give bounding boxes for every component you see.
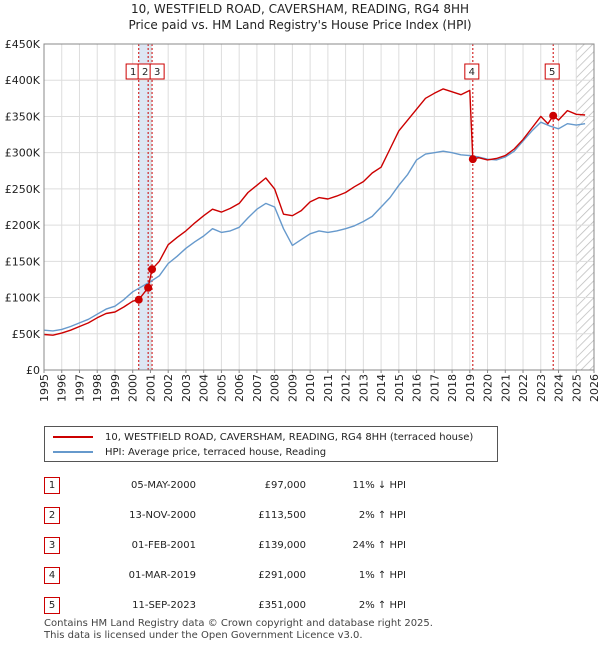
transaction-date: 11-SEP-2023 (132, 599, 196, 611)
legend-item-property: 10, WESTFIELD ROAD, CAVERSHAM, READING, … (53, 430, 473, 444)
x-tick-label: 1995 (38, 374, 51, 402)
x-tick-label: 2026 (588, 374, 600, 402)
footer-copyright: Contains HM Land Registry data © Crown c… (44, 618, 433, 629)
transaction-point (144, 283, 153, 292)
x-tick-label: 2014 (375, 374, 388, 402)
y-tick-label: £300K (5, 147, 41, 160)
transaction-label: 4 (469, 67, 475, 78)
x-tick-label: 2006 (233, 374, 246, 402)
x-tick-label: 2016 (411, 374, 424, 402)
x-tick-label: 2017 (428, 374, 441, 402)
x-tick-label: 2012 (340, 374, 353, 402)
transaction-hpi-diff: 2% ↑ HPI (358, 599, 406, 611)
x-tick-label: 2018 (446, 374, 459, 402)
table-row: 5 11-SEP-2023 £351,000 2% ↑ HPI (44, 590, 406, 620)
plot-frame (43, 43, 595, 371)
footer: Contains HM Land Registry data © Crown c… (44, 618, 433, 642)
legend-item-hpi: HPI: Average price, terraced house, Read… (53, 445, 326, 459)
transaction-point (134, 295, 143, 304)
transaction-date: 01-FEB-2001 (131, 539, 196, 551)
plot-background (44, 44, 594, 370)
transaction-number: 3 (44, 536, 60, 554)
y-tick-label: £0 (26, 364, 40, 377)
chart-subtitle: Price paid vs. HM Land Registry's House … (128, 18, 472, 32)
transaction-price: £97,000 (264, 479, 306, 491)
table-row: 2 13-NOV-2000 £113,500 2% ↑ HPI (44, 500, 406, 530)
x-tick-label: 2005 (215, 374, 228, 402)
x-tick-label: 2003 (180, 374, 193, 402)
transaction-hpi-diff: 2% ↑ HPI (358, 509, 406, 521)
transaction-label-box (149, 63, 165, 80)
y-tick-label: £450K (5, 38, 41, 51)
x-tick-label: 2002 (162, 374, 175, 402)
y-tick-label: £150K (5, 255, 41, 268)
transaction-number: 1 (44, 476, 60, 494)
legend-label-hpi: HPI: Average price, terraced house, Read… (105, 446, 327, 458)
x-tick-label: 1996 (56, 374, 69, 402)
transaction-label-box (464, 63, 480, 80)
x-tick-label: 1997 (73, 374, 86, 402)
x-tick-label: 1999 (109, 374, 122, 402)
transaction-point (148, 265, 157, 274)
transaction-point (468, 155, 477, 164)
y-tick-label: £50K (12, 328, 41, 341)
forecast-hatched-region (576, 44, 594, 370)
x-tick-label: 2025 (570, 374, 583, 402)
x-tick-label: 2021 (499, 374, 512, 402)
x-tick-label: 2015 (393, 374, 406, 402)
y-tick-label: £350K (5, 110, 41, 123)
table-row: 3 01-FEB-2001 £139,000 24% ↑ HPI (44, 530, 406, 560)
transaction-hpi-diff: 11% ↓ HPI (352, 479, 406, 491)
x-tick-label: 2008 (269, 374, 282, 402)
transaction-hpi-diff: 24% ↑ HPI (352, 539, 406, 551)
transaction-date: 05-MAY-2000 (130, 479, 196, 491)
y-tick-label: £200K (5, 219, 41, 232)
x-tick-label: 1998 (91, 374, 104, 402)
x-tick-label: 2007 (251, 374, 264, 402)
transaction-date: 13-NOV-2000 (129, 509, 196, 521)
legend: 10, WESTFIELD ROAD, CAVERSHAM, READING, … (44, 426, 498, 462)
transaction-label: 1 (130, 67, 136, 78)
transaction-label: 2 (142, 67, 148, 78)
transaction-point (549, 111, 558, 120)
hpi-line (43, 121, 586, 332)
x-tick-label: 2010 (304, 374, 317, 402)
transaction-number: 2 (44, 506, 60, 524)
transaction-date: 01-MAR-2019 (128, 569, 196, 581)
x-tick-label: 2019 (464, 374, 477, 402)
legend-label-property: 10, WESTFIELD ROAD, CAVERSHAM, READING, … (105, 431, 474, 443)
x-tick-label: 2001 (144, 374, 157, 402)
footer-license: This data is licensed under the Open Gov… (44, 630, 363, 641)
y-tick-label: £400K (5, 74, 41, 87)
transaction-price: £113,500 (258, 509, 306, 521)
chart-title: 10, WESTFIELD ROAD, CAVERSHAM, READING, … (130, 2, 470, 16)
x-tick-label: 2024 (553, 374, 566, 402)
transaction-label: 3 (154, 67, 160, 78)
x-tick-label: 2011 (322, 374, 335, 402)
transaction-number: 5 (44, 596, 60, 614)
table-row: 1 05-MAY-2000 £97,000 11% ↓ HPI (44, 470, 406, 500)
x-tick-label: 2000 (127, 374, 140, 402)
x-tick-label: 2004 (198, 374, 211, 402)
x-tick-label: 2023 (535, 374, 548, 402)
x-tick-label: 2022 (517, 374, 530, 402)
transactions-table: 1 05-MAY-2000 £97,000 11% ↓ HPI 2 13-NOV… (44, 470, 406, 620)
x-tick-label: 2020 (482, 374, 495, 402)
transaction-label: 5 (549, 67, 555, 78)
transaction-price: £139,000 (258, 539, 306, 551)
x-tick-label: 2009 (286, 374, 299, 402)
y-tick-label: £250K (5, 183, 41, 196)
transaction-price: £291,000 (258, 569, 306, 581)
transaction-hpi-diff: 1% ↑ HPI (358, 569, 406, 581)
legend-swatch-property (53, 436, 93, 438)
legend-swatch-hpi (53, 451, 93, 453)
x-tick-label: 2013 (357, 374, 370, 402)
transaction-label-box (544, 63, 560, 80)
y-tick-label: £100K (5, 292, 41, 305)
transaction-price: £351,000 (258, 599, 306, 611)
table-row: 4 01-MAR-2019 £291,000 1% ↑ HPI (44, 560, 406, 590)
transaction-number: 4 (44, 566, 60, 584)
